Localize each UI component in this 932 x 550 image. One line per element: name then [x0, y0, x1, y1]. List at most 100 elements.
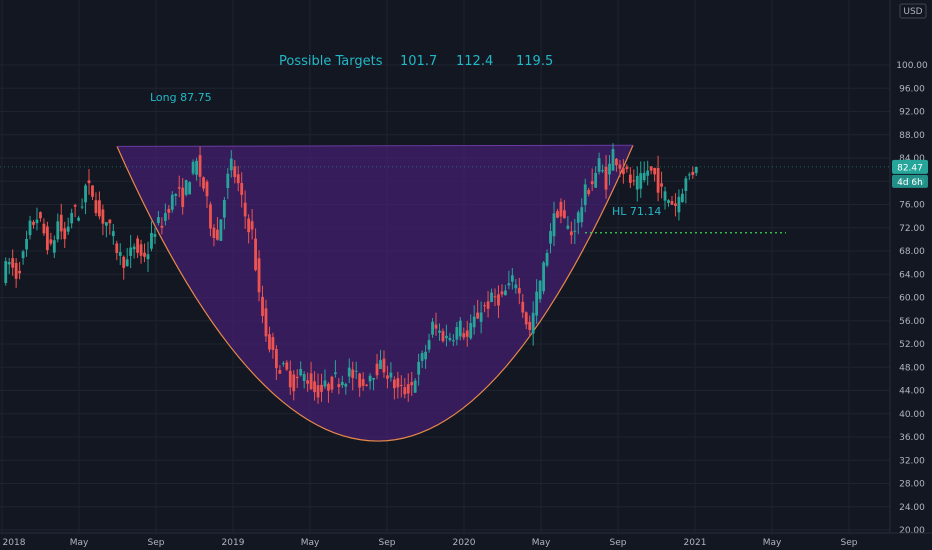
- candle-body: [257, 258, 261, 293]
- candle-body: [687, 174, 691, 176]
- candle-body: [14, 262, 18, 279]
- candle-body: [642, 172, 646, 181]
- candle-body: [601, 170, 604, 172]
- candle-body: [479, 312, 483, 322]
- y-tick-label: 48.00: [899, 363, 925, 373]
- candle-body: [153, 234, 157, 237]
- x-tick-label: Sep: [841, 538, 858, 548]
- candle-body: [56, 221, 60, 240]
- candle-body: [309, 373, 313, 390]
- candle-body: [531, 312, 535, 334]
- x-tick-label: May: [532, 538, 551, 548]
- cup-fill: [117, 145, 633, 442]
- candle-body: [209, 204, 212, 229]
- y-tick-label: 84.00: [899, 154, 925, 164]
- y-tick-label: 72.00: [899, 224, 925, 234]
- candle-body: [21, 251, 25, 259]
- candle-body: [434, 324, 438, 329]
- y-tick-label: 40.00: [899, 410, 925, 420]
- candle-body: [243, 202, 247, 217]
- candle-body: [198, 155, 202, 177]
- candle-body: [386, 375, 389, 379]
- candle-body: [285, 362, 289, 370]
- candle-body: [236, 174, 240, 184]
- candle-body: [52, 240, 56, 253]
- candle-body: [680, 193, 684, 203]
- candle-body: [219, 219, 223, 241]
- long-entry-label: Long 87.75: [150, 91, 212, 104]
- candle-body: [663, 191, 667, 201]
- price-axis[interactable]: 20.00 24.00 28.00 32.00 36.00 40.00 44.00 48.00…: [889, 0, 928, 536]
- candle-body: [545, 252, 549, 266]
- candle-body: [195, 160, 198, 175]
- candle-body: [375, 363, 379, 376]
- candle-body: [98, 200, 101, 217]
- candle-body: [202, 177, 205, 189]
- y-tick-label: 20.00: [899, 526, 925, 536]
- candle-body: [615, 158, 618, 166]
- candle-body: [528, 321, 532, 331]
- candle-body: [344, 383, 348, 387]
- candlestick-series: [4, 143, 698, 404]
- candle-body: [91, 185, 94, 197]
- candle-body: [372, 377, 375, 380]
- candle-body: [667, 200, 670, 203]
- candle-body: [299, 368, 303, 376]
- candle-body: [188, 182, 192, 195]
- candle-body: [59, 214, 63, 232]
- candle-body: [441, 331, 445, 342]
- candle-body: [368, 375, 372, 382]
- candle-body: [160, 225, 164, 228]
- candle-body: [274, 349, 278, 369]
- candle-body: [604, 166, 608, 190]
- candle-body: [347, 367, 351, 377]
- candle-body: [476, 312, 480, 319]
- candle-body: [399, 384, 403, 386]
- x-tick-label: 2019: [222, 538, 245, 548]
- candle-body: [320, 384, 323, 392]
- y-tick-label: 88.00: [899, 131, 925, 141]
- y-tick-label: 76.00: [899, 201, 925, 211]
- candle-body: [514, 284, 518, 289]
- candle-body: [458, 320, 462, 337]
- x-tick-label: Sep: [379, 538, 396, 548]
- candle-body: [247, 218, 251, 233]
- candle-body: [611, 149, 615, 171]
- candle-body: [167, 208, 171, 213]
- x-tick-label: Sep: [610, 538, 627, 548]
- candle-body: [549, 231, 552, 244]
- candle-body: [507, 283, 511, 286]
- y-tick-label: 92.00: [899, 108, 925, 118]
- candle-body: [674, 203, 677, 206]
- candle-body: [77, 217, 81, 221]
- candle-body: [594, 172, 598, 188]
- candle-body: [504, 290, 507, 296]
- candle-body: [576, 212, 580, 223]
- candle-body: [313, 381, 316, 393]
- candle-body: [250, 221, 254, 230]
- candle-body: [670, 200, 674, 205]
- candle-body: [25, 238, 28, 250]
- candle-body: [635, 175, 639, 190]
- candle-body: [649, 166, 653, 171]
- candle-body: [632, 180, 636, 182]
- time-axis[interactable]: 2018 May Sep 2019 May Sep 2020 May Sep 2021 May Sep: [0, 532, 932, 548]
- cup-rim: [116, 144, 634, 147]
- candle-body: [451, 340, 455, 342]
- candle-body: [146, 254, 150, 260]
- candle-body: [18, 270, 22, 274]
- candle-body: [226, 173, 230, 189]
- candle-body: [656, 167, 660, 193]
- candle-body: [365, 384, 369, 386]
- candle-body: [653, 167, 657, 175]
- y-tick-label: 60.00: [899, 294, 925, 304]
- candle-body: [49, 239, 53, 244]
- candle-body: [424, 351, 428, 360]
- candle-body: [278, 370, 282, 374]
- candle-body: [268, 334, 271, 350]
- candle-body: [694, 166, 698, 174]
- candle-body: [646, 170, 650, 176]
- candle-body: [535, 291, 539, 316]
- candle-body: [118, 252, 122, 256]
